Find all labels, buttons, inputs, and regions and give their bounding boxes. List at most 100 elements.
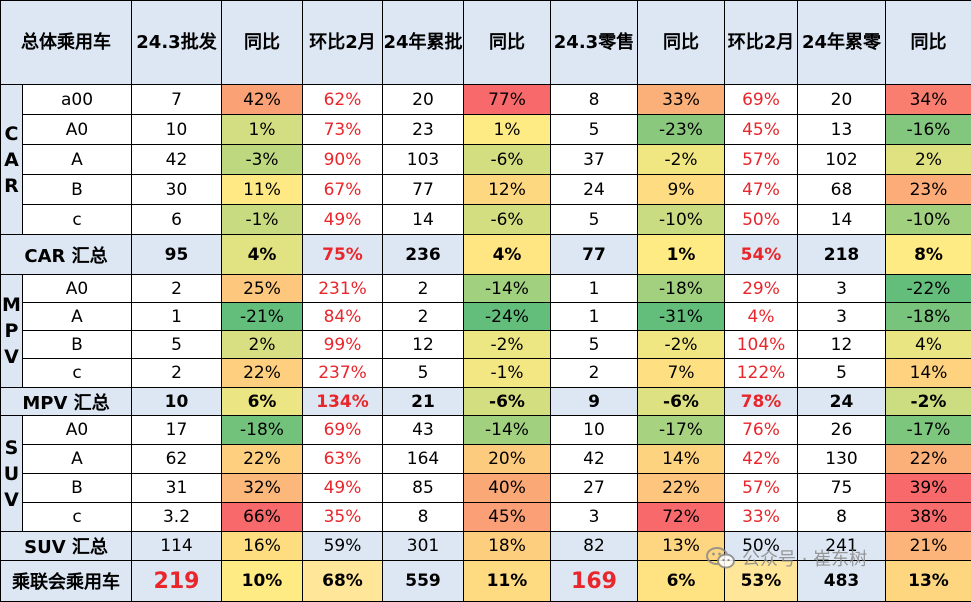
model-label: B	[22, 330, 132, 359]
cell-ytd-retail-yoy: 22%	[885, 444, 971, 474]
cell-retail: 5	[550, 204, 638, 235]
cell-retail: 24	[550, 174, 638, 205]
cell-wholesale-mom: 73%	[302, 114, 383, 145]
cell-ytd-wholesale: 559	[382, 560, 464, 602]
cell-ytd-wholesale-yoy: -14%	[463, 415, 551, 445]
cell-ytd-wholesale-yoy: -6%	[463, 387, 551, 416]
cell-wholesale-yoy: 22%	[221, 358, 303, 388]
cell-ytd-wholesale-yoy: -6%	[463, 144, 551, 175]
cell-retail: 5	[550, 114, 638, 145]
summary-label: CAR 汇总	[0, 234, 132, 275]
cell-retail-yoy: 33%	[637, 84, 725, 115]
model-label: c	[22, 502, 132, 532]
cell-retail-yoy: -31%	[637, 302, 725, 331]
cell-ytd-wholesale: 236	[382, 234, 464, 275]
cell-ytd-retail-yoy: 34%	[885, 84, 971, 115]
cell-wholesale-mom: 231%	[302, 274, 383, 303]
cell-retail-mom: 57%	[724, 473, 798, 503]
cell-wholesale-yoy: 1%	[221, 114, 303, 145]
cell-ytd-wholesale-yoy: -2%	[463, 330, 551, 359]
cell-wholesale-yoy: 42%	[221, 84, 303, 115]
cell-wholesale-yoy: 11%	[221, 174, 303, 205]
table-row: A 1 -21% 84% 2 -24% 1 -31% 4% 3 -18%	[1, 302, 971, 331]
header-col: 24.3批发	[131, 0, 222, 85]
cell-ytd-retail: 8	[797, 502, 886, 532]
cell-ytd-wholesale-yoy: 4%	[463, 234, 551, 275]
cell-ytd-retail-yoy: 39%	[885, 473, 971, 503]
cell-retail-mom: 29%	[724, 274, 798, 303]
cell-wholesale-mom: 99%	[302, 330, 383, 359]
header-col: 同比	[885, 0, 971, 85]
cell-wholesale: 62	[131, 444, 222, 474]
cell-wholesale-mom: 67%	[302, 174, 383, 205]
cell-retail: 42	[550, 444, 638, 474]
cell-retail-yoy: -23%	[637, 114, 725, 145]
cell-retail-mom: 122%	[724, 358, 798, 388]
total-label: 乘联会乘用车	[0, 560, 132, 602]
cell-ytd-wholesale: 77	[382, 174, 464, 205]
cell-ytd-wholesale: 20	[382, 84, 464, 115]
model-label: B	[22, 473, 132, 503]
model-label: A0	[22, 415, 132, 445]
cell-wholesale: 30	[131, 174, 222, 205]
cell-ytd-wholesale: 2	[382, 302, 464, 331]
cell-wholesale-mom: 237%	[302, 358, 383, 388]
cell-ytd-wholesale-yoy: -6%	[463, 204, 551, 235]
cell-wholesale-mom: 63%	[302, 444, 383, 474]
header-col: 同比	[463, 0, 551, 85]
total-row: 乘联会乘用车 219 10% 68% 559 11% 169 6% 53% 483 13%	[0, 560, 971, 602]
cell-wholesale-yoy: 6%	[221, 387, 303, 416]
cell-ytd-retail: 75	[797, 473, 886, 503]
cell-ytd-retail-yoy: 2%	[885, 144, 971, 175]
cell-ytd-retail-yoy: -17%	[885, 415, 971, 445]
cell-retail-yoy: 13%	[637, 531, 725, 561]
cell-wholesale: 31	[131, 473, 222, 503]
cell-retail-mom: 78%	[724, 387, 798, 416]
cell-retail: 37	[550, 144, 638, 175]
cell-ytd-wholesale: 2	[382, 274, 464, 303]
cell-retail: 8	[550, 84, 638, 115]
cell-retail: 27	[550, 473, 638, 503]
table-row: A 42 -3% 90% 103 -6% 37 -2% 57% 102 2%	[1, 144, 971, 175]
cell-ytd-retail-yoy: -2%	[885, 387, 971, 416]
model-label: A0	[22, 274, 132, 303]
table-row: A 62 22% 63% 164 20% 42 14% 42% 130 22%	[1, 444, 971, 474]
cell-ytd-retail: 241	[797, 531, 886, 561]
summary-row: SUV 汇总 114 16% 59% 301 18% 82 13% 50% 241 21%	[0, 531, 971, 561]
cell-ytd-retail: 13	[797, 114, 886, 145]
cell-ytd-retail-yoy: 21%	[885, 531, 971, 561]
cell-wholesale-mom: 68%	[302, 560, 383, 602]
cell-retail: 77	[550, 234, 638, 275]
cell-ytd-wholesale: 8	[382, 502, 464, 532]
cell-retail-mom: 54%	[724, 234, 798, 275]
cell-ytd-retail-yoy: -16%	[885, 114, 971, 145]
cell-retail-yoy: -10%	[637, 204, 725, 235]
cell-wholesale-mom: 49%	[302, 473, 383, 503]
cell-ytd-wholesale: 103	[382, 144, 464, 175]
cell-retail-mom: 45%	[724, 114, 798, 145]
cell-retail-mom: 4%	[724, 302, 798, 331]
model-label: B	[22, 174, 132, 205]
header-col: 24.3零售	[550, 0, 638, 85]
cell-ytd-wholesale-yoy: 77%	[463, 84, 551, 115]
cell-retail-yoy: 6%	[637, 560, 725, 602]
cell-ytd-wholesale-yoy: -24%	[463, 302, 551, 331]
cell-wholesale-yoy: -1%	[221, 204, 303, 235]
cell-retail: 82	[550, 531, 638, 561]
summary-label: SUV 汇总	[0, 531, 132, 561]
cell-wholesale-yoy: -3%	[221, 144, 303, 175]
cell-wholesale: 6	[131, 204, 222, 235]
cell-retail-yoy: 7%	[637, 358, 725, 388]
cell-ytd-retail-yoy: -18%	[885, 302, 971, 331]
cell-ytd-wholesale: 164	[382, 444, 464, 474]
cell-ytd-wholesale: 12	[382, 330, 464, 359]
cell-ytd-retail-yoy: 4%	[885, 330, 971, 359]
cell-ytd-wholesale: 14	[382, 204, 464, 235]
model-label: a00	[22, 84, 132, 115]
cell-retail: 5	[550, 330, 638, 359]
cell-ytd-wholesale-yoy: 18%	[463, 531, 551, 561]
cell-retail-yoy: -2%	[637, 144, 725, 175]
cell-retail-yoy: 14%	[637, 444, 725, 474]
